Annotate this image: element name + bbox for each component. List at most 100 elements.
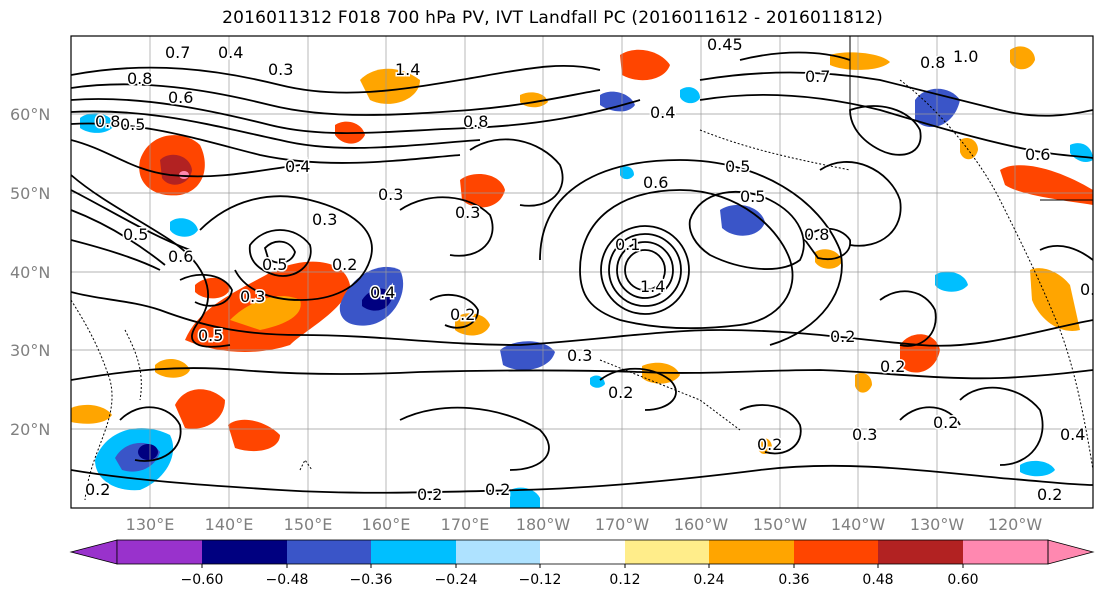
contour-label: 0.6 <box>643 173 668 192</box>
colorbar-tick-label: −0.24 <box>434 572 478 588</box>
negative-anomaly-patch <box>620 166 634 180</box>
positive-anomaly-patch <box>1010 46 1035 70</box>
negative-anomaly-patch <box>500 341 555 371</box>
colorbar-segment <box>287 540 371 564</box>
colorbar-tick-label: 0.36 <box>778 572 810 588</box>
positive-anomaly-patch <box>960 138 978 160</box>
longitude-label: 130°W <box>909 515 965 534</box>
contour-label: 0.8 <box>95 112 120 131</box>
latitude-label: 60°N <box>10 105 51 124</box>
longitude-label: 160°E <box>361 515 411 534</box>
negative-anomaly-patch <box>362 288 392 311</box>
positive-anomaly-patch <box>460 174 505 208</box>
contour-label: 0.7 <box>165 43 190 62</box>
colorbar <box>69 539 1095 568</box>
contour-labels: 0.7 0.4 0.3 0.8 0.6 0.8 0.5 1.4 0.8 0.4 … <box>84 35 1094 506</box>
colorbar-segment <box>878 540 963 564</box>
contour-label: 0.3 <box>567 346 592 365</box>
colorbar-ticks <box>201 564 964 568</box>
colorbar-tick-label: −0.60 <box>180 572 224 588</box>
colorbar-segment <box>202 540 287 564</box>
colorbar-segment <box>625 540 709 564</box>
contour-label: 0.6 <box>168 88 193 107</box>
contour-label: 0.5 <box>740 187 765 206</box>
positive-anomaly-patch <box>758 438 772 454</box>
contour-label: 0.2 <box>450 305 475 324</box>
contour-label: 0.8 <box>920 53 945 72</box>
negative-anomaly-patch <box>170 218 198 237</box>
positive-anomaly-patch <box>830 52 890 70</box>
contour-label: 0.5 <box>123 225 148 244</box>
colorbar-tick-label: 0.60 <box>947 572 979 588</box>
colorbar-tick-label: −0.12 <box>518 572 562 588</box>
contour-label: 0.5 <box>725 157 750 176</box>
longitude-label: 130°E <box>125 515 175 534</box>
negative-anomaly-patch <box>935 271 968 292</box>
negative-anomaly-patch <box>680 87 700 104</box>
contour-label: 0.3 <box>852 425 877 444</box>
contour-label: 0.3 <box>312 210 337 229</box>
contour-label: 1.0 <box>953 47 978 66</box>
contour-label: 0.2 <box>332 255 357 274</box>
colorbar-segment <box>709 540 794 564</box>
latitude-label: 20°N <box>10 420 51 439</box>
longitude-label: 140°E <box>204 515 254 534</box>
contour-label: 0.2 <box>608 383 633 402</box>
shading-layer <box>71 46 1093 508</box>
positive-anomaly-patch <box>1000 165 1093 205</box>
positive-anomaly-patch <box>71 404 112 424</box>
colorbar-min-extension <box>69 539 118 565</box>
contour-label: 1.4 <box>640 277 665 296</box>
longitude-label: 150°E <box>283 515 333 534</box>
colorbar-segment <box>117 540 202 564</box>
positive-anomaly-patch <box>900 334 940 373</box>
contour-label: 0.3 <box>240 287 265 306</box>
contour-label: 0.8 <box>804 225 829 244</box>
longitude-label: 170°W <box>594 515 650 534</box>
colorbar-tick-label: 0.48 <box>862 572 894 588</box>
longitude-label: 120°W <box>987 515 1043 534</box>
negative-anomaly-patch <box>95 428 174 491</box>
contour-label: 0.45 <box>707 35 743 54</box>
negative-anomaly-patch <box>600 91 635 112</box>
longitude-label: 150°W <box>752 515 808 534</box>
contour-label: 0.2 <box>485 480 510 499</box>
contour-label: 0.2 <box>880 357 905 376</box>
longitude-label: 170°E <box>440 515 490 534</box>
coastlines <box>71 79 1093 501</box>
colorbar-segment <box>963 540 1048 564</box>
contour-label: 0.4 <box>370 283 395 302</box>
contour-label: 0.2 <box>1037 485 1062 504</box>
positive-anomaly-patch <box>360 68 420 104</box>
negative-anomaly-patch <box>1020 460 1055 477</box>
longitude-label: 140°W <box>830 515 886 534</box>
negative-anomaly-patch <box>720 204 765 236</box>
positive-anomaly-patch <box>620 49 670 81</box>
contour-label: 0.3 <box>455 203 480 222</box>
contour-label: 0.4 <box>1060 425 1085 444</box>
colorbar-segment <box>456 540 540 564</box>
latitude-label: 30°N <box>10 341 51 360</box>
contour-label: 0.5 <box>120 115 145 134</box>
colorbar-segment <box>540 540 625 564</box>
contour-label: 0.7 <box>805 67 830 86</box>
contour-label: 0.4 <box>650 103 675 122</box>
contour-label: 0.8 <box>463 112 488 131</box>
colorbar-tick-label: 0.12 <box>609 572 641 588</box>
negative-anomaly-patch <box>915 88 960 128</box>
contour-label: 0.1 <box>615 235 640 254</box>
colorbar-tick-label: −0.36 <box>349 572 393 588</box>
contour-label: 0.5 <box>198 326 223 345</box>
colorbar-segment <box>371 540 456 564</box>
contour-label: 0.2 <box>757 435 782 454</box>
positive-anomaly-patch <box>228 419 280 452</box>
contour-label: 0.4 <box>218 43 243 62</box>
contour-label: 0.8 <box>127 69 152 88</box>
contour-label: 0.3 <box>378 185 403 204</box>
contour-label: 0.4 <box>285 157 310 176</box>
contour-label: 0.5 <box>262 255 287 274</box>
contour-label: 0.2 <box>933 413 958 432</box>
colorbar-segment <box>794 540 878 564</box>
contour-label: 1.4 <box>395 60 420 79</box>
